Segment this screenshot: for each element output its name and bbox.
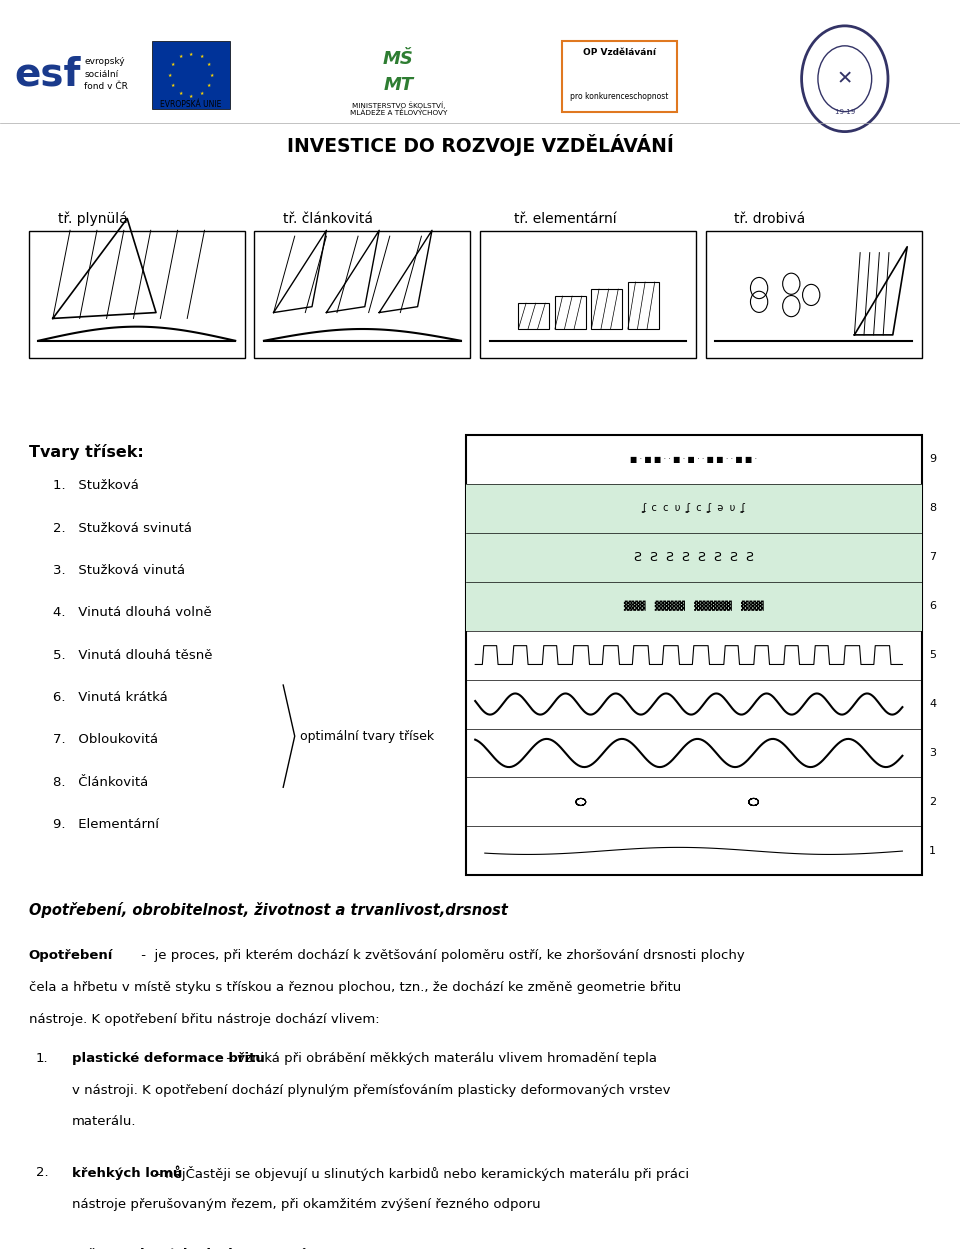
Bar: [555, 296, 586, 328]
Text: ★: ★: [179, 55, 182, 60]
Text: ★: ★: [210, 72, 214, 77]
Text: MINISTERSTVO ŠKOLSTVÍ,: MINISTERSTVO ŠKOLSTVÍ,: [351, 101, 445, 109]
Text: MŠ: MŠ: [383, 50, 414, 67]
Text: tř. článkovitá: tř. článkovitá: [283, 211, 373, 226]
Bar: [628, 282, 659, 328]
Text: tř. elementární: tř. elementární: [514, 211, 616, 226]
Bar: [466, 582, 922, 631]
Text: MLÁDEŽE A TĚLOVÝCHOVY: MLÁDEŽE A TĚLOVÝCHOVY: [349, 110, 447, 116]
Text: 8: 8: [929, 503, 936, 513]
Text: ✕: ✕: [836, 69, 853, 89]
Text: 6: 6: [929, 601, 936, 611]
Text: pro konkurenceschopnost: pro konkurenceschopnost: [570, 92, 668, 101]
Text: ★: ★: [179, 91, 182, 96]
Text: – nejČastěji se objevují u slinutých karbidů nebo keramických materálu při práci: – nejČastěji se objevují u slinutých kar…: [150, 1165, 689, 1180]
Text: 2.   Stužková svinutá: 2. Stužková svinutá: [53, 522, 192, 535]
Text: křehkých lomů: křehkých lomů: [72, 1165, 182, 1180]
Bar: [480, 231, 696, 358]
Text: 7: 7: [929, 552, 936, 562]
Text: 1.: 1.: [36, 1052, 48, 1064]
Text: 4.   Vinutá dlouhá volně: 4. Vinutá dlouhá volně: [53, 606, 211, 620]
Bar: [29, 231, 245, 358]
Text: 3: 3: [929, 748, 936, 758]
Bar: [562, 41, 677, 111]
Text: 1.   Stužková: 1. Stužková: [53, 480, 138, 492]
Text: 4: 4: [929, 699, 936, 709]
Text: OP Vzdělávání: OP Vzdělávání: [583, 49, 656, 57]
Bar: [254, 231, 470, 358]
Text: ★: ★: [207, 84, 211, 89]
Bar: [466, 435, 922, 876]
Text: ★: ★: [189, 94, 193, 99]
Text: ★: ★: [207, 62, 211, 67]
Text: Tvary třísek:: Tvary třísek:: [29, 445, 144, 460]
Text: 19 19: 19 19: [834, 109, 855, 115]
Text: v nástroji. K opotřebení dochází plynulým přemísťováním plasticky deformovaných : v nástroji. K opotřebení dochází plynulý…: [72, 1083, 670, 1097]
Text: ■ · ■ ■ · · ■ · ■ · · ■ ■ · · ■ ■ ·: ■ · ■ ■ · · ■ · ■ · · ■ ■ · · ■ ■ ·: [630, 455, 757, 463]
Text: – vzniká při obrábění měkkých materálu vlivem hromadění tepla: – vzniká při obrábění měkkých materálu v…: [222, 1052, 657, 1064]
Text: Opotřebení, obrobitelnost, životnost a trvanlivost,drsnost: Opotřebení, obrobitelnost, životnost a t…: [29, 903, 508, 918]
Text: tř. drobivá: tř. drobivá: [734, 211, 805, 226]
Text: MT: MT: [383, 76, 414, 94]
Text: ★: ★: [200, 91, 204, 96]
Text: ★: ★: [189, 51, 193, 56]
Text: ʆ  c  c  υ  ʆ  c  ʆ  ə  υ  ʆ: ʆ c c υ ʆ c ʆ ə υ ʆ: [642, 503, 745, 513]
Text: ★: ★: [168, 72, 172, 77]
Text: fond v ČR: fond v ČR: [84, 82, 129, 91]
Text: 9: 9: [929, 455, 936, 465]
Text: INVESTICE DO ROZVOJE VZDĚLÁVÁNÍ: INVESTICE DO ROZVOJE VZDĚLÁVÁNÍ: [287, 134, 673, 156]
Text: 7.   Obloukovitá: 7. Obloukovitá: [53, 733, 158, 746]
Text: čela a hřbetu v místě styku s třískou a řeznou plochou, tzn., že dochází ke změn: čela a hřbetu v místě styku s třískou a …: [29, 982, 681, 994]
Text: 5.   Vinutá dlouhá těsně: 5. Vinutá dlouhá těsně: [53, 648, 212, 662]
Text: optimální tvary třísek: optimální tvary třísek: [300, 729, 435, 743]
Bar: [466, 483, 922, 532]
Text: 9.   Elementární: 9. Elementární: [53, 818, 158, 831]
Text: 5: 5: [929, 649, 936, 659]
Text: tř. plynülá: tř. plynülá: [58, 211, 128, 226]
Text: plastické deformace břitu: plastické deformace břitu: [72, 1052, 265, 1064]
Text: ▓▓▓   ▓▓▓▓   ▓▓▓▓▓   ▓▓▓: ▓▓▓ ▓▓▓▓ ▓▓▓▓▓ ▓▓▓: [623, 601, 764, 611]
Text: evropský: evropský: [84, 56, 125, 66]
Text: 2: 2: [929, 797, 936, 807]
Bar: [706, 231, 922, 358]
Bar: [518, 304, 549, 328]
Text: materálu.: materálu.: [72, 1115, 136, 1128]
Text: sociální: sociální: [84, 70, 119, 79]
Text: 6.   Vinutá krátká: 6. Vinutá krátká: [53, 691, 168, 704]
Text: ★: ★: [171, 84, 175, 89]
Text: nástroje přerušovaným řezem, při okamžitém zvýšení řezného odporu: nástroje přerušovaným řezem, při okamžit…: [72, 1198, 540, 1210]
Text: nástroje. K opotřebení břitu nástroje dochází vlivem:: nástroje. K opotřebení břitu nástroje do…: [29, 1013, 379, 1025]
Bar: [591, 289, 622, 328]
Bar: [152, 41, 230, 109]
Text: ★: ★: [171, 62, 175, 67]
Text: -  je proces, při kterém dochází k zvětšování poloměru ostří, ke zhoršování drsn: - je proces, při kterém dochází k zvětšo…: [137, 949, 745, 963]
Text: Ƨ  Ƨ  Ƨ  Ƨ  Ƨ  Ƨ  Ƨ  Ƨ: Ƨ Ƨ Ƨ Ƨ Ƨ Ƨ Ƨ Ƨ: [634, 551, 754, 563]
Text: 3.   Stužková vinutá: 3. Stužková vinutá: [53, 565, 185, 577]
Bar: [466, 532, 922, 582]
Text: 8.   Článkovitá: 8. Článkovitá: [53, 776, 148, 788]
Text: 2.: 2.: [36, 1165, 48, 1179]
Text: EVROPSKÁ UNIE: EVROPSKÁ UNIE: [160, 100, 222, 109]
Text: 1: 1: [929, 846, 936, 856]
Text: ★: ★: [200, 55, 204, 60]
Text: esf: esf: [14, 55, 81, 92]
Text: Opotřebení: Opotřebení: [29, 949, 113, 963]
